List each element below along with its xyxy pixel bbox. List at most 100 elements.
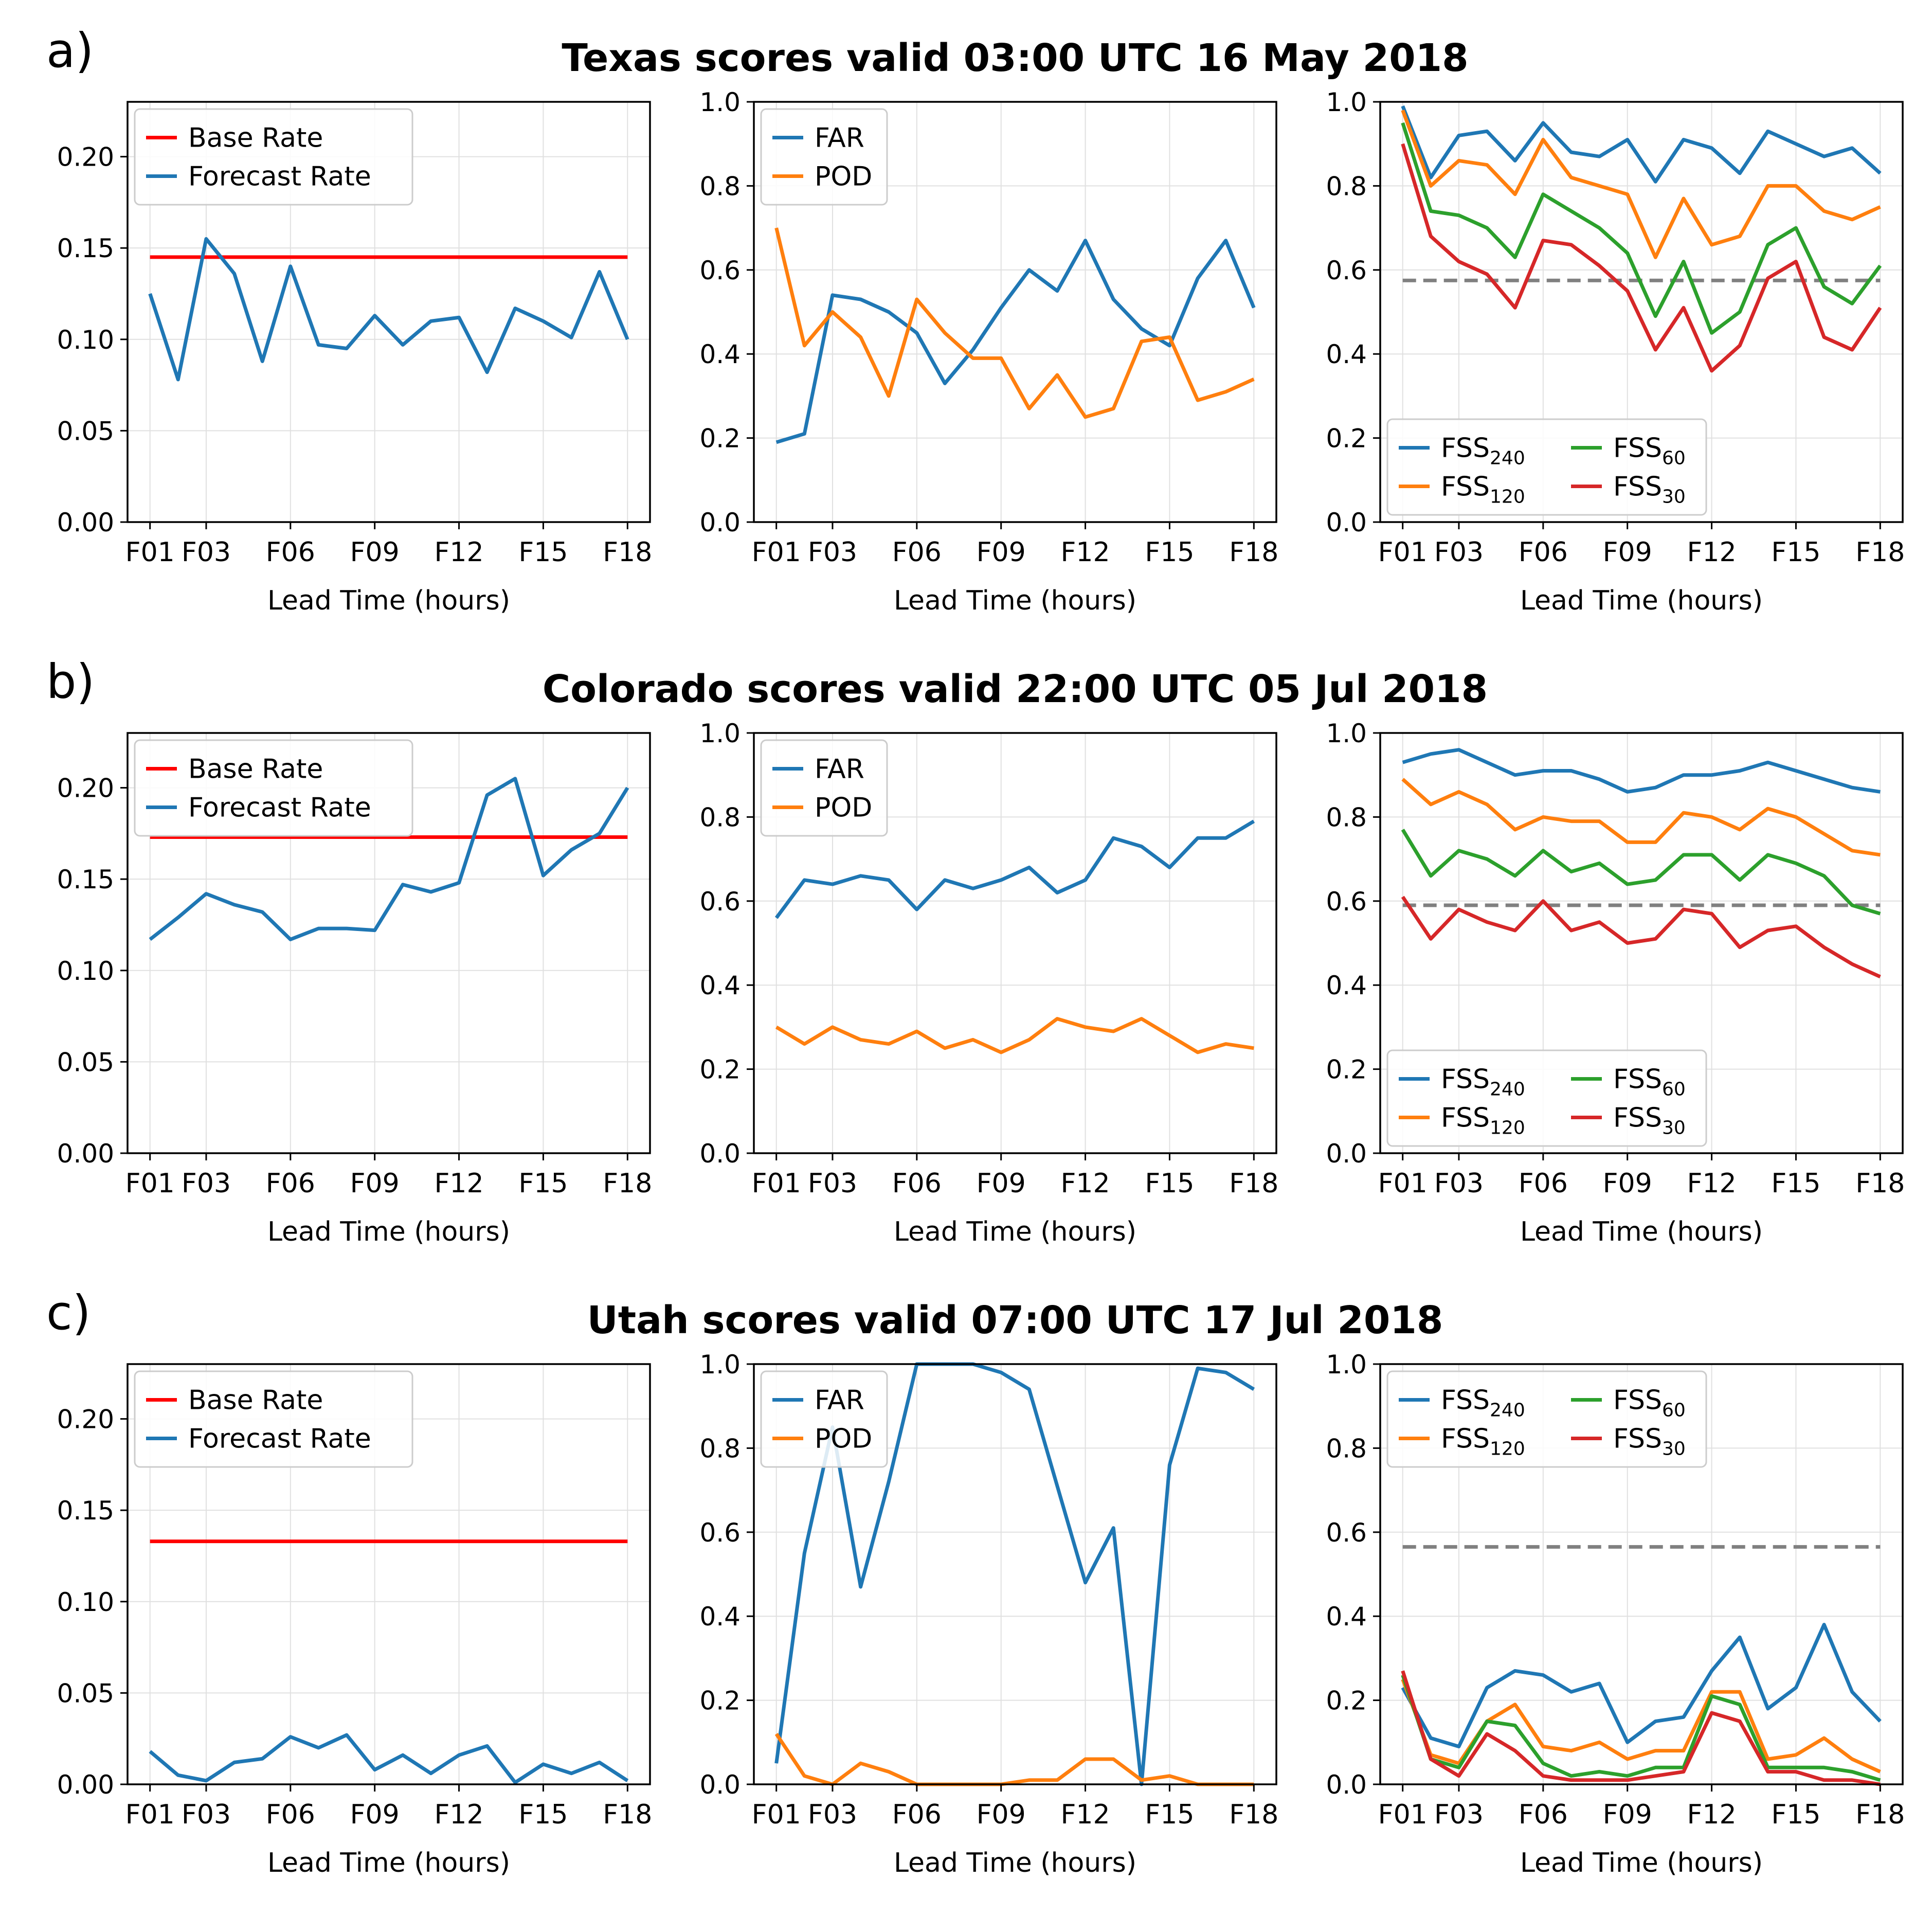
chart-3-2: F01 F03 F06 F09 F12 F15 F18 0.0 0.2 0.4 0.6 0.8 1.0 L… [699, 1350, 1278, 1878]
x-tick-label: F12 [435, 1799, 484, 1830]
legend-box [760, 108, 888, 206]
x-tick-label: F18 [603, 537, 652, 568]
y-tick-label: 0.20 [57, 142, 114, 172]
legend-label-subscript: 60 [1662, 1400, 1686, 1421]
x-tick-label: F18 [1229, 1799, 1278, 1830]
y-tick-label: 0.00 [57, 1770, 114, 1800]
series-line-forecast-rate [149, 777, 629, 941]
x-tick-label: F09 [1603, 1799, 1652, 1830]
x-tick-label: F15 [518, 537, 568, 568]
x-tick-label: F03 [808, 1799, 857, 1830]
x-tick-label: F12 [1687, 1799, 1737, 1830]
legend-label: FSS30 [1613, 1424, 1686, 1460]
x-tick-label: F06 [1519, 1799, 1568, 1830]
legend-box [1386, 1370, 1707, 1468]
legend-box [134, 108, 413, 206]
x-axis-label: Lead Time (hours) [267, 1216, 510, 1247]
legend-label-name: Base Rate [188, 123, 323, 154]
y-tick-label: 1.0 [1326, 719, 1367, 748]
y-tick-label: 0.20 [57, 774, 114, 803]
legend-entry: FSS120 [1399, 1103, 1525, 1139]
legend-label: FAR [815, 1385, 864, 1416]
x-axis-label: Lead Time (hours) [1520, 1848, 1763, 1878]
x-tick-label: F18 [603, 1799, 652, 1830]
x-tick-label: F06 [1519, 537, 1568, 568]
legend-label-name: POD [815, 1424, 872, 1455]
y-tick-label: 0.2 [1326, 1055, 1367, 1085]
x-tick-label: F09 [977, 1799, 1026, 1830]
x-tick-label: F12 [435, 1168, 484, 1199]
series-line-fss-30 [1401, 896, 1881, 979]
series-line-fss-60 [1401, 1674, 1881, 1782]
legend-entry: FAR [772, 123, 864, 154]
legend-label-subscript: 60 [1662, 1079, 1686, 1100]
axes-frame [127, 101, 651, 523]
x-tick-label: F01 [125, 537, 175, 568]
y-tick-label: 0.00 [57, 1139, 114, 1169]
legend-entry: Forecast Rate [146, 1424, 371, 1455]
x-tick-label: F18 [1229, 537, 1278, 568]
x-tick-label: F15 [518, 1799, 568, 1830]
legend-label-subscript: 30 [1662, 1439, 1686, 1460]
y-tick-label: 0.20 [57, 1405, 114, 1435]
series-group [1401, 105, 1882, 373]
legend-label: FSS240 [1441, 1385, 1525, 1421]
x-tick-label: F01 [1378, 537, 1428, 568]
y-tick-label: 0.8 [699, 171, 741, 201]
legend-entry: FSS60 [1571, 433, 1686, 469]
x-tick-label: F18 [603, 1168, 652, 1199]
series-line-fss-240 [1402, 748, 1881, 794]
legend-entry: FSS30 [1571, 1424, 1686, 1460]
x-tick-label: F18 [1855, 1799, 1905, 1830]
series-line-fss-30 [1401, 1670, 1881, 1786]
x-tick-label: F09 [977, 1168, 1026, 1199]
x-tick-label: F18 [1229, 1168, 1278, 1199]
x-tick-label: F01 [1378, 1168, 1428, 1199]
x-tick-label: F03 [808, 1168, 857, 1199]
y-tick-label: 0.0 [699, 508, 741, 538]
axes-frame [753, 1363, 1277, 1785]
series-line-fss-30 [1401, 143, 1882, 373]
legend-label: POD [815, 1424, 872, 1455]
y-tick-label: 0.8 [1326, 1434, 1367, 1463]
legend-label-name: FSS [1613, 472, 1662, 503]
legend-label: POD [815, 162, 872, 192]
row-title: Colorado scores valid 22:00 UTC 05 Jul 2… [543, 667, 1488, 711]
y-tick-label: 0.05 [57, 416, 114, 446]
legend-label: Forecast Rate [188, 1424, 371, 1455]
legend-label-subscript: 30 [1662, 487, 1686, 508]
y-tick-label: 0.10 [57, 1587, 114, 1617]
series-line-fss-120 [1401, 1678, 1881, 1774]
legend-entry: FSS240 [1399, 1064, 1525, 1100]
y-tick-label: 0.05 [57, 1047, 114, 1077]
legend-label-name: FSS [1441, 1064, 1490, 1095]
chart-2-1: F01 F03 F06 F09 F12 F15 F18 0.00 0.05 0.10 0.15 0.2… [57, 732, 652, 1247]
legend: FAR POD [760, 108, 888, 206]
legend-label-subscript: 240 [1490, 1400, 1525, 1421]
chart-3-1: F01 F03 F06 F09 F12 F15 F18 0.00 0.05 0.10 0.15 0.2… [57, 1363, 652, 1878]
y-tick-label: 0.2 [699, 424, 741, 454]
chart-2-2: F01 F03 F06 F09 F12 F15 F18 0.0 0.2 0.4 0.6 0.8 1.0 L… [699, 719, 1278, 1247]
y-tick-label: 0.15 [57, 234, 114, 263]
y-tick-label: 0.6 [1326, 887, 1367, 917]
legend-label: FSS120 [1441, 472, 1525, 508]
y-tick-label: 0.6 [699, 1518, 741, 1548]
x-tick-label: F18 [1855, 537, 1905, 568]
x-tick-label: F03 [808, 537, 857, 568]
x-axis-label: Lead Time (hours) [894, 1216, 1136, 1247]
legend-entry: FSS240 [1399, 1385, 1525, 1421]
legend-box [760, 739, 888, 837]
x-tick-label: F06 [266, 537, 315, 568]
x-tick-label: F15 [1771, 1799, 1820, 1830]
y-tick-label: 0.2 [699, 1055, 741, 1085]
row-b: b) Colorado scores valid 22:00 UTC 05 Jul… [46, 654, 1905, 1247]
legend-box [1386, 418, 1707, 516]
legend-entry: Forecast Rate [146, 793, 371, 823]
y-tick-label: 0.4 [699, 1602, 741, 1632]
series-group [148, 237, 629, 382]
x-tick-label: F15 [518, 1168, 568, 1199]
series-group [149, 1539, 629, 1784]
legend: FAR POD [760, 739, 888, 837]
